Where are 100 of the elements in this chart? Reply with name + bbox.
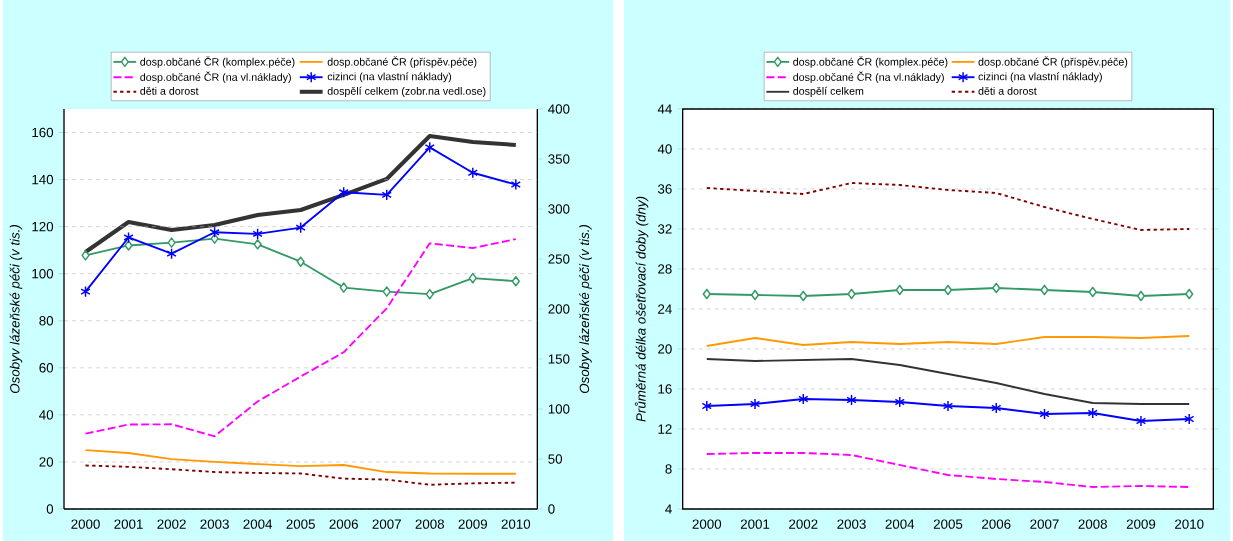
y-tick-label: 4 [665,504,672,514]
point [510,178,521,191]
point [338,186,349,199]
point [1136,290,1146,302]
y-tick-label: 16 [658,384,672,394]
y-tick-label: 0 [46,504,54,514]
legend-label: cizinci (na vlastní náklady) [327,72,452,83]
legend-label: dosp.občané ČR (na vl.náklady) [793,71,944,84]
y-tick-label: 24 [658,304,672,314]
point [847,288,856,300]
point [943,284,953,296]
y2-tick-label: 150 [548,354,570,364]
point [511,275,520,287]
x-tick-label: 2008 [415,519,445,529]
x-tick-label: 2004 [885,519,915,529]
x-tick-label: 2007 [1030,519,1059,529]
x-tick-label: 2001 [740,519,770,529]
point [253,239,262,250]
point [1039,408,1050,420]
x-tick-label: 2006 [982,519,1011,529]
line-series [705,335,1191,347]
y-axis-title: Průměrná délka ošetřovací doby (dny) [634,196,649,422]
legend-label: děti a dorost [978,86,1037,95]
y2-tick-label: 0 [548,504,555,514]
y2-tick-label: 300 [548,204,570,214]
x-tick-label: 2002 [157,519,186,529]
point [991,402,1002,414]
x-tick-label: 2009 [458,519,487,529]
x-tick-label: 2000 [692,519,722,529]
point [381,189,392,201]
point [1087,407,1098,419]
x-tick-label: 2001 [114,519,143,529]
y-axis-title: Osobyv lázeňské péči (v tis.) [9,224,23,394]
point [468,272,477,284]
y-tick-label: 44 [657,104,672,114]
point [798,393,809,405]
point [799,290,808,302]
y-tick-label: 40 [39,410,54,420]
x-tick-label: 2005 [933,519,963,529]
point [123,231,134,244]
x-tick-label: 2000 [71,519,100,529]
point [701,400,712,412]
legend-label: dospělí celkem [793,86,864,97]
point [296,256,305,267]
point [467,166,478,179]
y2-tick-label: 100 [548,404,570,414]
point [1184,413,1195,425]
x-tick-label: 2010 [501,519,531,529]
x-tick-label: 2002 [789,519,818,529]
y-tick-label: 12 [658,424,672,434]
point [750,289,760,301]
point [295,221,306,234]
y-tick-label: 8 [665,464,672,474]
x-tick-label: 2005 [286,519,315,529]
point [166,247,177,260]
point [167,237,176,248]
y-tick-label: 120 [32,221,54,232]
legend-label: dospělí celkem (zobr.na vedl.ose) [327,86,486,97]
point [1040,284,1049,296]
line-series [84,238,517,438]
y-tick-label: 32 [657,224,672,234]
y2-tick-label: 200 [548,304,570,314]
y-tick-label: 40 [657,144,672,154]
x-tick-label: 2003 [837,519,866,529]
y2-tick-label: 50 [548,454,563,464]
y2-tick-label: 350 [548,154,570,164]
y-tick-label: 140 [32,174,54,185]
x-tick-label: 2004 [243,519,273,529]
point [992,282,1001,294]
point [1135,415,1147,427]
x-tick-label: 2010 [1175,519,1204,529]
x-tick-label: 2006 [329,519,358,529]
y2-tick-label: 400 [548,104,570,114]
legend-label: děti a dorost [140,86,199,95]
y-tick-label: 28 [658,264,672,274]
point [209,226,220,239]
point [382,286,391,297]
point [846,394,857,406]
legend-label: dosp.občané ČR (příspěv.péče) [327,56,477,68]
point [749,398,761,410]
point [1185,288,1194,300]
x-tick-label: 2007 [372,519,401,529]
y-tick-label: 60 [39,363,54,373]
point [252,228,263,240]
y-tick-label: 160 [32,127,54,138]
legend-label: dosp.občané ČR (na vl.náklady) [140,71,291,84]
point [895,284,904,296]
x-tick-label: 2003 [200,519,229,529]
point [1088,286,1097,298]
y2-axis-title: Osobyv lázeňské péči (v tis.) [579,224,592,394]
legend-label: cizinci (na vlastní náklady) [978,72,1102,83]
legend-label: dosp.občané ČR (komplex.péče) [793,56,948,68]
point [124,240,133,251]
x-tick-label: 2009 [1126,519,1156,529]
y-tick-label: 20 [39,457,54,467]
point [942,400,954,412]
point [80,285,91,298]
point [424,141,435,154]
x-tick-label: 2008 [1078,519,1107,529]
y-tick-label: 36 [657,184,672,194]
